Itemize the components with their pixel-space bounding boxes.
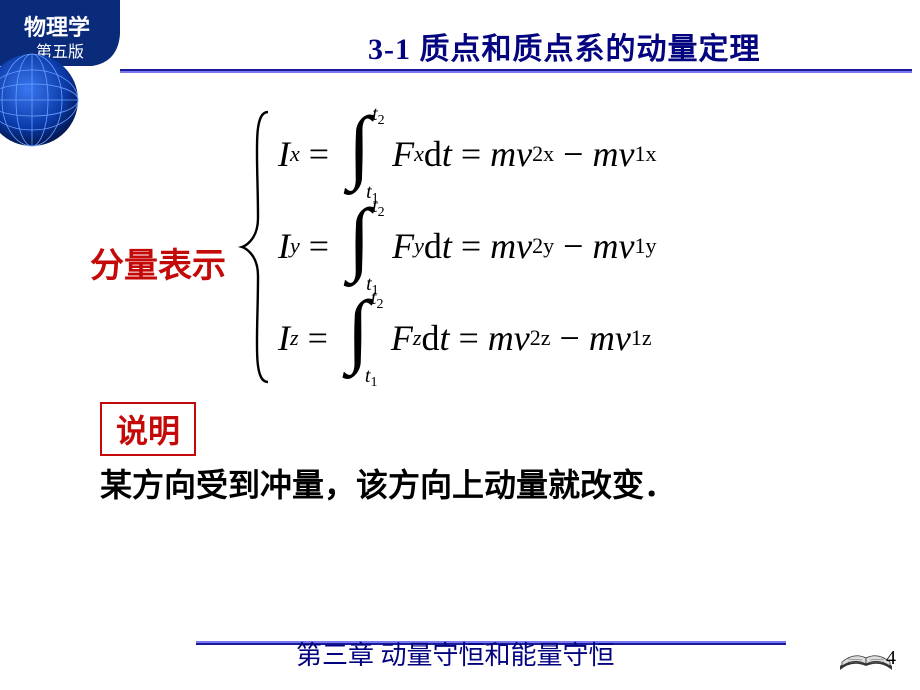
top-divider (120, 60, 912, 64)
globe-icon (0, 50, 82, 150)
sub-x: x (290, 141, 300, 167)
brace-icon (238, 108, 278, 386)
symbol-I: I (278, 133, 290, 175)
equation-row-x: Ix = ∫ t2 t1 Fxdt = mv2x − mv1x (278, 108, 656, 200)
equation-row-z: Iz = ∫ t2 t1 Fzdt = mv2z − mv1z (278, 292, 656, 384)
note-label: 说明 (100, 402, 196, 456)
equations-block: Ix = ∫ t2 t1 Fxdt = mv2x − mv1x Iy = ∫ t… (278, 108, 656, 384)
integral-sign: ∫ t2 t1 (343, 299, 389, 377)
equation-row-y: Iy = ∫ t2 t1 Fydt = mv2y − mv1y (278, 200, 656, 292)
symbol-F: F (392, 133, 414, 175)
integral-sign: ∫ t2 t1 (344, 207, 390, 285)
integral-sign: ∫ t2 t1 (344, 115, 390, 193)
chapter-label: 第三章 动量守恒和能量守恒 (296, 635, 615, 672)
page-number: 4 (886, 647, 896, 670)
component-label: 分量表示 (90, 238, 226, 287)
note-body: 某方向受到冲量，该方向上动量就改变． (100, 460, 676, 506)
